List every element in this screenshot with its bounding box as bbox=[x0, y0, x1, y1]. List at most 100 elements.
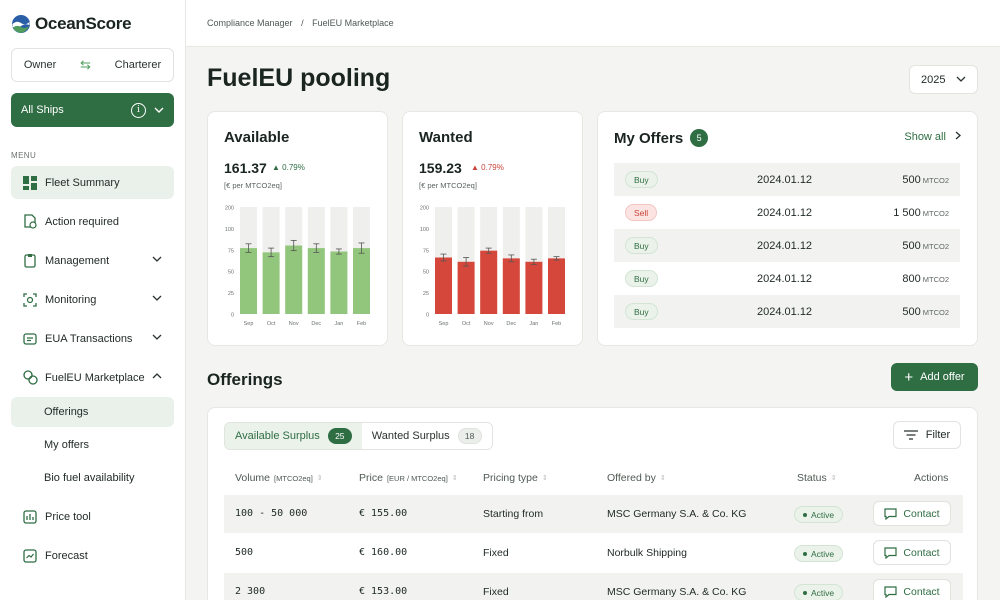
available-error-bar bbox=[290, 239, 297, 252]
column-header-status[interactable]: Status ⇕ bbox=[797, 472, 837, 484]
column-header-price[interactable]: Price [EUR / MTCO2eq] ⇕ bbox=[359, 472, 458, 484]
wanted-bar[interactable] bbox=[548, 258, 565, 314]
available-title: Available bbox=[224, 129, 290, 146]
wanted-bar[interactable] bbox=[480, 250, 498, 314]
my-offer-row[interactable]: Buy 2024.01.12 800 MTCO2 bbox=[614, 262, 960, 295]
surplus-tabs: Available Surplus 25 Wanted Surplus 18 bbox=[224, 422, 493, 450]
add-offer-button[interactable]: + Add offer bbox=[891, 363, 978, 391]
chevron-down-icon bbox=[152, 256, 162, 262]
show-all-link[interactable]: Show all bbox=[904, 131, 961, 143]
role-toggle[interactable]: Owner ⇆ Charterer bbox=[11, 48, 174, 82]
document-alert-icon bbox=[22, 214, 38, 230]
sidebar-item-monitoring[interactable]: Monitoring bbox=[11, 283, 174, 316]
my-offer-row[interactable]: Buy 2024.01.12 500 MTCO2 bbox=[614, 163, 960, 196]
offer-date: 2024.01.12 bbox=[757, 206, 813, 219]
breadcrumb-compliance-manager[interactable]: Compliance Manager bbox=[207, 18, 293, 28]
wanted-bar[interactable] bbox=[435, 257, 452, 314]
status-badge: Active bbox=[794, 545, 844, 562]
sort-icon: ⇕ bbox=[451, 474, 458, 482]
available-bar[interactable] bbox=[262, 252, 280, 314]
sidebar-item-label: FuelEU Marketplace bbox=[45, 371, 145, 384]
sidebar-item-label: Forecast bbox=[45, 549, 88, 562]
wanted-x-tick-label: Dec bbox=[506, 321, 516, 327]
tab-available-surplus[interactable]: Available Surplus 25 bbox=[225, 423, 362, 449]
wanted-bar[interactable] bbox=[457, 261, 475, 314]
filter-button[interactable]: Filter bbox=[893, 421, 961, 449]
offer-type-badge: Buy bbox=[625, 303, 658, 320]
tab-wanted-surplus[interactable]: Wanted Surplus 18 bbox=[362, 423, 492, 449]
chat-icon bbox=[884, 546, 898, 559]
info-icon[interactable]: i bbox=[131, 102, 146, 118]
available-x-tick-label: Sep bbox=[244, 321, 254, 327]
column-header-offered-by[interactable]: Offered by ⇕ bbox=[607, 472, 666, 484]
sidebar-item-fueleu-marketplace[interactable]: FuelEU Marketplace bbox=[11, 361, 174, 394]
available-bar[interactable] bbox=[353, 248, 370, 314]
swap-arrows-icon[interactable]: ⇆ bbox=[80, 57, 91, 72]
plus-icon: + bbox=[904, 368, 914, 386]
chevron-down-icon bbox=[956, 76, 966, 82]
sidebar-item-label: Action required bbox=[45, 215, 119, 228]
available-bar[interactable] bbox=[285, 245, 303, 314]
cell-volume: 2 300 bbox=[235, 586, 266, 597]
chat-icon bbox=[884, 507, 898, 520]
oceanscore-logo-icon bbox=[12, 15, 30, 33]
logo[interactable]: OceanScore bbox=[11, 14, 132, 34]
offer-type-badge: Sell bbox=[625, 204, 658, 221]
chevron-down-icon bbox=[152, 334, 162, 340]
available-x-tick-label: Jan bbox=[334, 321, 343, 327]
sidebar-subitem-offerings[interactable]: Offerings bbox=[11, 397, 174, 427]
my-offer-row[interactable]: Buy 2024.01.12 500 MTCO2 bbox=[614, 295, 960, 328]
offer-type-badge: Buy bbox=[625, 270, 658, 287]
contact-button[interactable]: Contact bbox=[873, 579, 951, 600]
ships-selector-label: All Ships bbox=[21, 104, 64, 116]
chat-icon bbox=[884, 585, 898, 598]
price-tool-icon bbox=[22, 509, 38, 525]
status-badge: Active bbox=[794, 584, 844, 600]
chevron-down-icon bbox=[152, 295, 162, 301]
offer-date: 2024.01.12 bbox=[757, 239, 813, 252]
sort-icon: ⇕ bbox=[830, 474, 837, 482]
grid-icon bbox=[22, 175, 38, 191]
available-x-tick-label: Nov bbox=[289, 321, 299, 327]
available-y-tick-label: 100 bbox=[225, 227, 234, 233]
offer-amount: 800 MTCO2 bbox=[902, 272, 949, 285]
sidebar-subitem-bio-fuel-availability[interactable]: Bio fuel availability bbox=[11, 463, 174, 493]
sidebar-subitem-label: Bio fuel availability bbox=[44, 472, 135, 484]
column-header-volume[interactable]: Volume [MTCO2eq] ⇕ bbox=[235, 472, 323, 484]
breadcrumb: Compliance Manager / FuelEU Marketplace bbox=[207, 18, 394, 28]
wanted-bar[interactable] bbox=[525, 261, 543, 314]
role-charterer[interactable]: Charterer bbox=[114, 59, 162, 71]
available-error-bar bbox=[313, 243, 320, 253]
year-select[interactable]: 2025 bbox=[909, 65, 978, 94]
sidebar-subitem-my-offers[interactable]: My offers bbox=[11, 430, 174, 460]
my-offers-card: My Offers 5 Show all Buy 2024.01.12 500 M… bbox=[597, 111, 978, 346]
ships-selector[interactable]: All Ships i bbox=[11, 93, 174, 127]
column-header-pricing-type[interactable]: Pricing type ⇕ bbox=[483, 472, 548, 484]
sidebar-item-fleet-summary[interactable]: Fleet Summary bbox=[11, 166, 174, 199]
sidebar-item-management[interactable]: Management bbox=[11, 244, 174, 277]
sidebar-item-forecast[interactable]: Forecast bbox=[11, 539, 174, 572]
wanted-bar[interactable] bbox=[502, 258, 520, 314]
wanted-unit: [€ per MTCO2eq] bbox=[419, 181, 477, 190]
contact-button[interactable]: Contact bbox=[873, 540, 951, 565]
my-offer-row[interactable]: Buy 2024.01.12 500 MTCO2 bbox=[614, 229, 960, 262]
contact-button[interactable]: Contact bbox=[873, 501, 951, 526]
sidebar-item-eua-transactions[interactable]: EUA Transactions bbox=[11, 322, 174, 355]
sort-icon: ⇕ bbox=[541, 474, 548, 482]
sidebar-item-price-tool[interactable]: Price tool bbox=[11, 500, 174, 533]
available-bar[interactable] bbox=[240, 248, 257, 314]
wanted-y-tick-label: 100 bbox=[420, 227, 429, 233]
available-unit: [€ per MTCO2eq] bbox=[224, 181, 282, 190]
sidebar-item-action-required[interactable]: Action required bbox=[11, 205, 174, 238]
available-card: Available 161.37 ▲ 0.79% [€ per MTCO2eq]… bbox=[207, 111, 388, 346]
wanted-x-tick-label: Nov bbox=[484, 321, 494, 327]
available-bar[interactable] bbox=[330, 251, 348, 314]
page-title: FuelEU pooling bbox=[207, 64, 391, 92]
my-offer-row[interactable]: Sell 2024.01.12 1 500 MTCO2 bbox=[614, 196, 960, 229]
available-bar[interactable] bbox=[307, 248, 325, 314]
wanted-price: 159.23 bbox=[419, 160, 462, 176]
available-y-tick-label: 75 bbox=[228, 248, 234, 254]
sidebar-subitem-label: Offerings bbox=[44, 406, 89, 418]
wanted-error-bar bbox=[485, 247, 492, 254]
role-owner[interactable]: Owner bbox=[23, 59, 57, 71]
